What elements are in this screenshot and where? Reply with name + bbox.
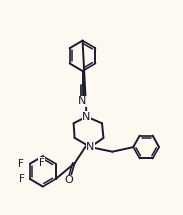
Text: O: O: [64, 175, 73, 186]
Text: F: F: [18, 159, 24, 169]
Text: N: N: [82, 112, 91, 122]
Text: F: F: [39, 158, 45, 168]
Text: N: N: [86, 142, 95, 152]
Text: N: N: [78, 96, 87, 106]
Text: F: F: [19, 174, 25, 184]
